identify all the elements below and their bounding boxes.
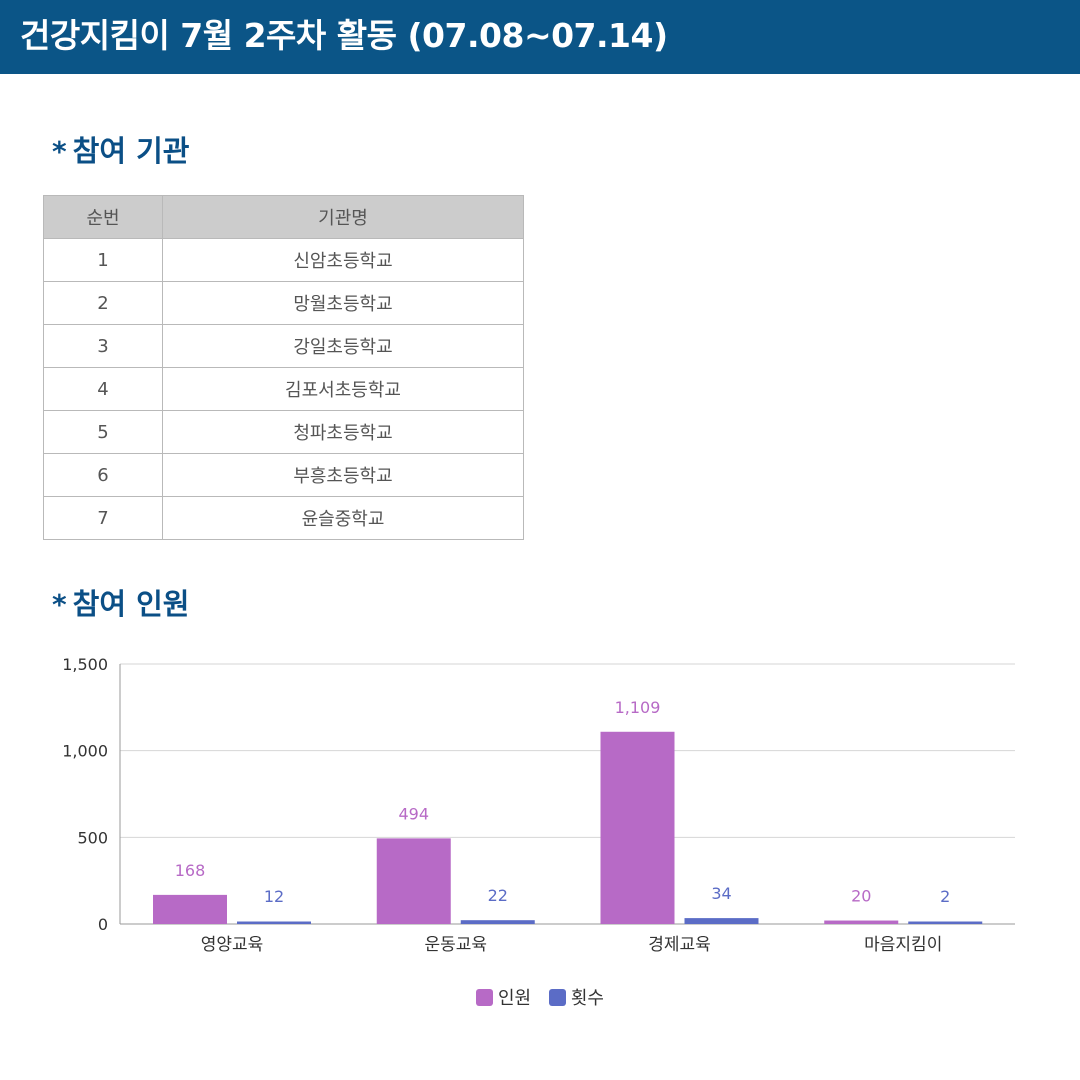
bullet-icon: * (52, 588, 67, 621)
legend-swatch-people (476, 989, 493, 1006)
row-number: 4 (43, 367, 163, 411)
data-label: 168 (175, 861, 206, 880)
bar (908, 921, 983, 924)
column-header-institution: 기관명 (162, 195, 524, 239)
row-number: 6 (43, 453, 163, 497)
section-title-institutions-label: 참여 기관 (72, 134, 190, 168)
data-label: 494 (398, 804, 429, 823)
bar (600, 731, 675, 924)
data-label: 1,109 (615, 698, 661, 717)
bullet-icon: * (52, 135, 67, 168)
institution-name: 윤슬중학교 (162, 496, 524, 540)
x-tick-label: 마음지킴이 (864, 935, 942, 955)
page-header: 건강지킴이 7월 2주차 활동 (07.08~07.14) (0, 0, 1080, 74)
x-tick-label: 경제교육 (648, 935, 711, 955)
bar (684, 918, 759, 924)
institution-name: 망월초등학교 (162, 281, 524, 325)
table-header-row: 순번 기관명 (43, 195, 524, 239)
bar (376, 838, 451, 924)
y-tick-label: 1,000 (62, 742, 108, 761)
table-row: 4 김포서초등학교 (43, 367, 524, 411)
bar (237, 921, 311, 924)
legend-label-count: 횟수 (570, 988, 604, 1009)
section-title-institutions: * 참여 기관 (52, 133, 189, 170)
bar (153, 894, 227, 924)
table-row: 2 망월초등학교 (43, 281, 524, 325)
chart-legend: 인원 횟수 (0, 984, 1080, 1010)
bar (460, 920, 535, 924)
x-tick-label: 영양교육 (201, 935, 264, 955)
table-row: 3 강일초등학교 (43, 324, 524, 368)
participants-bar-chart: 0 500 1,000 1,500 168 12 영양교육 494 22 운동교육 1,109 34 경… (62, 655, 1015, 955)
data-label: 12 (264, 887, 284, 906)
bar (824, 920, 899, 924)
page-title: 건강지킴이 7월 2주차 활동 (07.08~07.14) (20, 16, 668, 55)
section-title-participants-label: 참여 인원 (72, 587, 190, 621)
institution-name: 강일초등학교 (162, 324, 524, 368)
data-label: 34 (711, 884, 731, 903)
legend-item-people: 인원 (476, 984, 531, 1010)
x-tick-label: 운동교육 (424, 935, 487, 955)
y-tick-label: 0 (98, 915, 108, 934)
data-label: 20 (851, 887, 871, 906)
institution-name: 김포서초등학교 (162, 367, 524, 411)
row-number: 3 (43, 324, 163, 368)
row-number: 5 (43, 410, 163, 454)
institutions-table: 순번 기관명 1 신암초등학교 2 망월초등학교 3 강일초등학교 4 김포서초등학교 … (43, 195, 524, 540)
legend-label-people: 인원 (498, 988, 532, 1009)
section-title-participants: * 참여 인원 (52, 586, 189, 623)
institution-name: 청파초등학교 (162, 410, 524, 454)
data-label: 2 (940, 887, 950, 906)
data-label: 22 (488, 886, 508, 905)
institution-name: 신암초등학교 (162, 238, 524, 282)
row-number: 2 (43, 281, 163, 325)
y-tick-label: 500 (77, 828, 108, 847)
row-number: 7 (43, 496, 163, 540)
table-row: 6 부흥초등학교 (43, 453, 524, 497)
table-row: 5 청파초등학교 (43, 410, 524, 454)
column-header-number: 순번 (43, 195, 163, 239)
institution-name: 부흥초등학교 (162, 453, 524, 497)
legend-swatch-count (548, 989, 566, 1006)
legend-item-count: 횟수 (548, 984, 604, 1010)
table-row: 1 신암초등학교 (43, 238, 524, 282)
y-tick-label: 1,500 (62, 655, 108, 674)
table-row: 7 윤슬중학교 (43, 496, 524, 540)
row-number: 1 (43, 238, 163, 282)
